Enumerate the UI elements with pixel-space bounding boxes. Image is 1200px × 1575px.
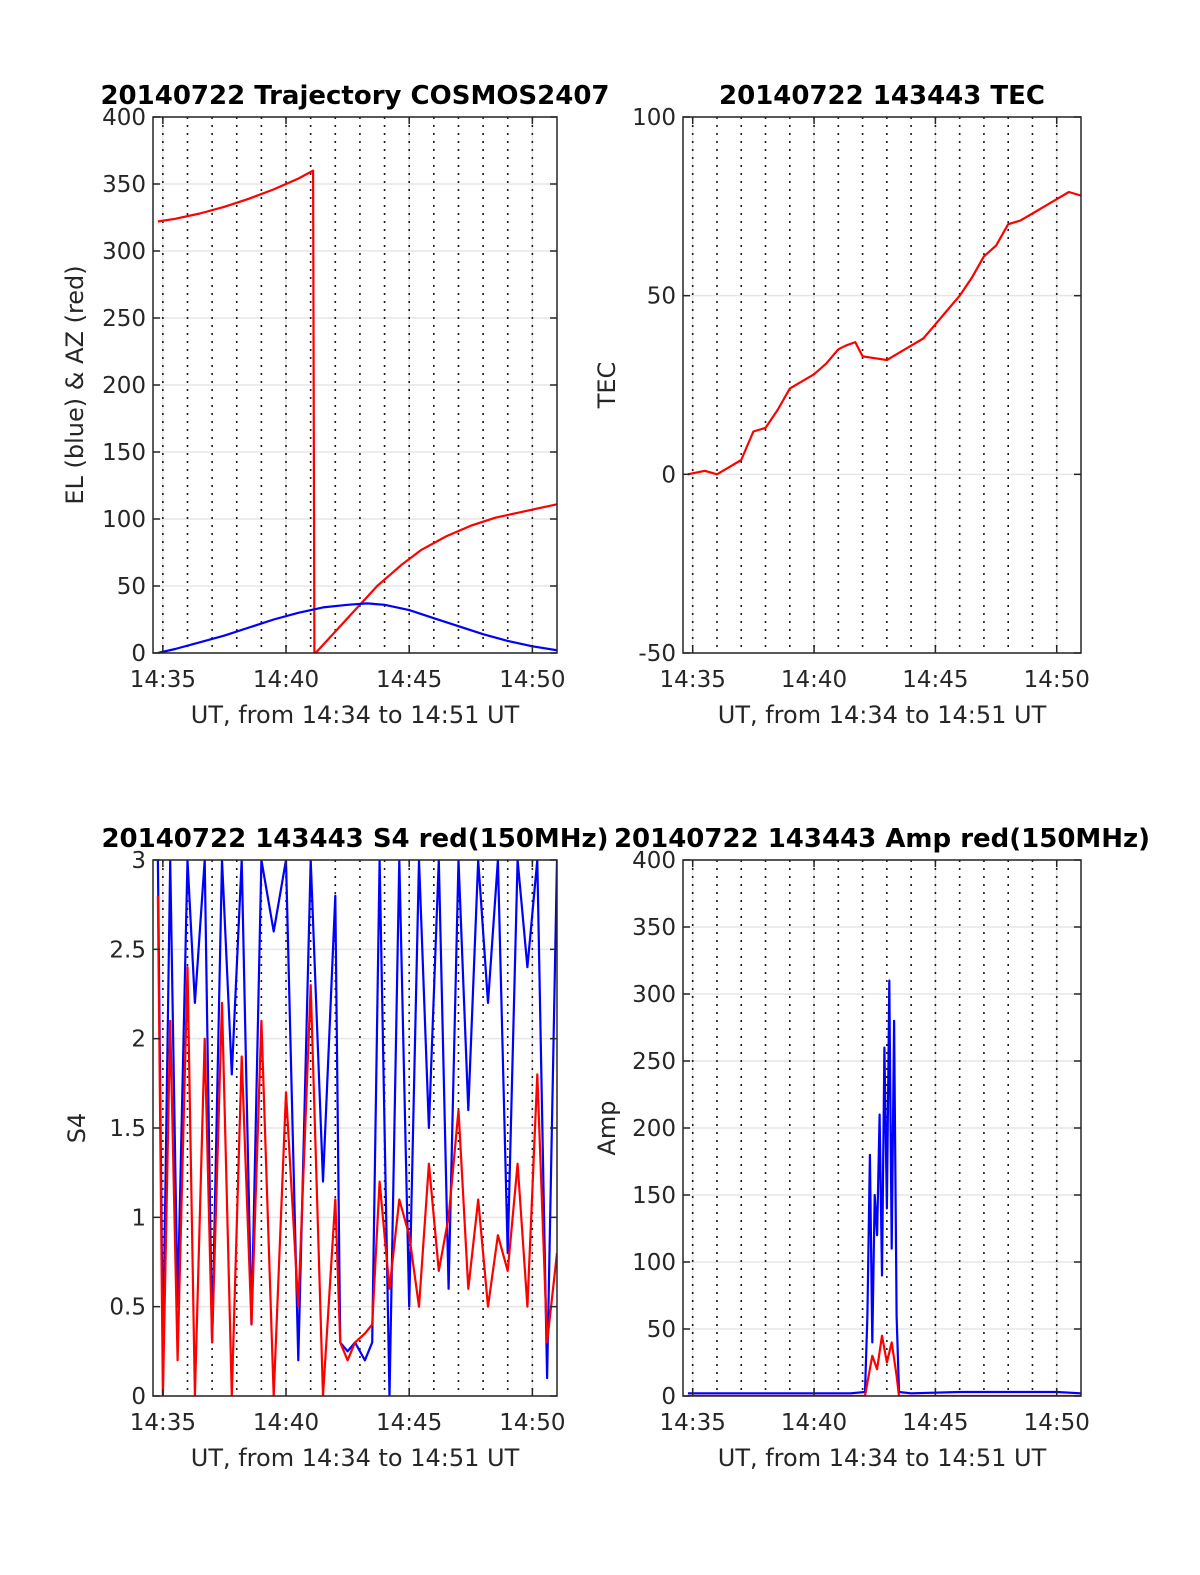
x-tick-label: 14:45: [902, 1410, 968, 1436]
x-tick-label: 14:50: [1024, 1410, 1090, 1436]
y-tick-label: 150: [632, 1183, 676, 1209]
chart-amp: 0 50 100 150 200 250 300 350 400 14:35 14:40 14:45 1…: [593, 824, 1150, 1472]
x-axis-label: UT, from 14:34 to 14:51 UT: [718, 1444, 1047, 1472]
y-tick-label: 1: [131, 1205, 146, 1231]
y-tick-label: 50: [647, 284, 676, 310]
series-line-1: [157, 169, 557, 653]
series-line-2: [687, 1334, 1081, 1396]
series-line-2: [156, 895, 557, 1396]
x-axis-label: UT, from 14:34 to 14:51 UT: [718, 701, 1047, 729]
x-tick-label: 14:35: [660, 667, 726, 693]
y-tick-label: 50: [647, 1317, 676, 1343]
y-tick-label: 2: [131, 1027, 146, 1053]
y-axis-label: EL (blue) & AZ (red): [61, 265, 89, 504]
y-tick-label: 0.5: [109, 1295, 146, 1321]
y-axis-label: Amp: [593, 1100, 621, 1155]
x-tick-label: 14:50: [1024, 667, 1090, 693]
y-tick-label: 150: [102, 440, 146, 466]
y-tick-label: 200: [102, 373, 146, 399]
y-tick-label: 0: [661, 462, 676, 488]
y-axis-label: TEC: [593, 362, 621, 410]
y-tick-label: 350: [102, 172, 146, 198]
y-tick-label: -50: [638, 641, 676, 667]
y-tick-label: 200: [632, 1116, 676, 1142]
y-tick-label: 100: [632, 1250, 676, 1276]
x-tick-label: 14:50: [499, 1410, 565, 1436]
x-tick-label: 14:40: [781, 1410, 847, 1436]
y-axis-label: S4: [63, 1113, 91, 1144]
chart-tec: -50 0 50 100 14:35 14:40 14:45 14:50 20140722 14…: [593, 81, 1090, 729]
chart-trajectory: 0 50 100 150 200 250 300 350 400 14:35 14:40 14:45 1…: [61, 81, 610, 729]
x-tick-label: 14:35: [130, 1410, 196, 1436]
chart-title: 20140722 143443 TEC: [719, 81, 1045, 111]
x-tick-label: 14:40: [253, 1410, 319, 1436]
y-tick-label: 0: [661, 1384, 676, 1410]
series-line-1: [687, 979, 1081, 1395]
axis-frame: [682, 116, 1082, 654]
chart-title: 20140722 143443 S4 red(150MHz): [101, 824, 608, 854]
chart-title: 20140722 143443 Amp red(150MHz): [614, 824, 1150, 854]
x-axis-label: UT, from 14:34 to 14:51 UT: [191, 701, 520, 729]
plot-area: [683, 117, 1081, 653]
y-tick-label: 3: [131, 848, 146, 874]
y-tick-label: 2.5: [109, 937, 146, 963]
chart-title: 20140722 Trajectory COSMOS2407: [100, 81, 609, 111]
y-tick-label: 0: [131, 641, 146, 667]
series-line-1: [687, 190, 1081, 476]
series-line-2: [157, 602, 557, 653]
y-tick-label: 100: [632, 105, 676, 131]
y-tick-label: 250: [102, 306, 146, 332]
x-tick-label: 14:45: [376, 667, 442, 693]
y-tick-label: 300: [102, 239, 146, 265]
chart-s4: 0 0.5 1 1.5 2 2.5 3 14:35 14:40 14:45 14:50 2014072…: [63, 824, 609, 1472]
y-tick-label: 50: [117, 574, 146, 600]
x-axis-label: UT, from 14:34 to 14:51 UT: [191, 1444, 520, 1472]
y-tick-label: 350: [632, 915, 676, 941]
x-tick-label: 14:40: [781, 667, 847, 693]
y-tick-label: 250: [632, 1049, 676, 1075]
y-tick-label: 400: [102, 105, 146, 131]
y-tick-label: 300: [632, 982, 676, 1008]
x-tick-label: 14:50: [499, 667, 565, 693]
x-tick-label: 14:35: [130, 667, 196, 693]
x-tick-label: 14:45: [376, 1410, 442, 1436]
y-tick-label: 400: [632, 848, 676, 874]
y-tick-label: 0: [131, 1384, 146, 1410]
y-tick-label: 100: [102, 507, 146, 533]
x-tick-label: 14:35: [660, 1410, 726, 1436]
x-tick-label: 14:45: [902, 667, 968, 693]
y-tick-label: 1.5: [109, 1116, 146, 1142]
x-tick-label: 14:40: [253, 667, 319, 693]
